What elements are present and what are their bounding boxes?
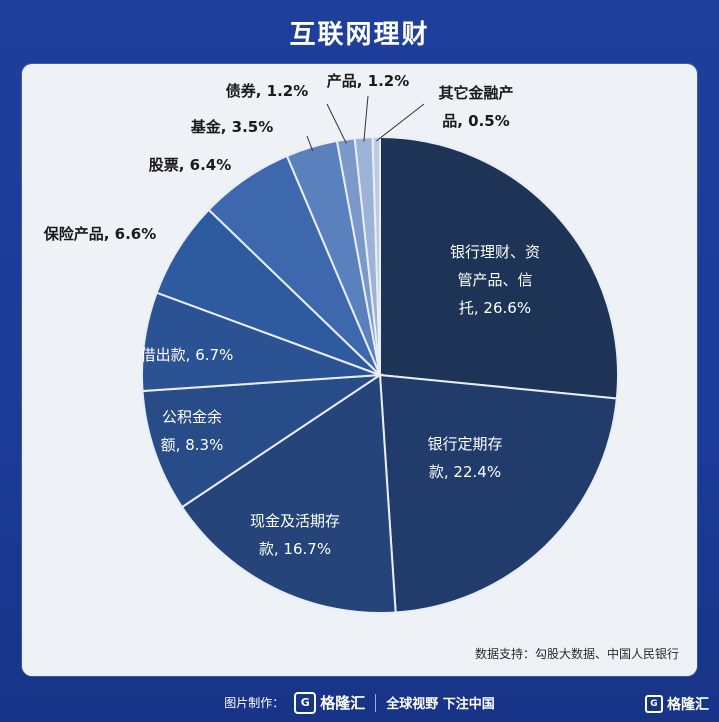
data-source: 数据支持：勾股大数据、中国人民银行: [474, 647, 679, 661]
slogan: 全球视野 下注中国: [386, 697, 495, 712]
brand-logo: G 格隆汇: [294, 691, 366, 714]
slice-label-6: 保险产品, 6.6%: [43, 225, 157, 243]
pie-slice-1: [379, 135, 619, 400]
pie-slice-2: [378, 373, 618, 614]
pie-slice-4: [141, 373, 384, 509]
chart-card: 银行理财、资管产品、信托, 26.6% 银行定期存款, 22.4% 现金及活期存款,…: [22, 64, 697, 676]
slice-label-4: 公积金余额, 8.3%: [161, 408, 224, 454]
slice-label-9: 债券, 1.2%: [226, 82, 309, 100]
pie-slice-3: [180, 373, 397, 614]
corner-logo-text: 格隆汇: [667, 697, 709, 713]
pie-chart: 银行理财、资管产品、信托, 26.6% 银行定期存款, 22.4% 现金及活期存款,…: [43, 72, 619, 614]
footer: 图片制作： G 格隆汇 全球视野 下注中国: [0, 683, 719, 722]
leader-line-8: [306, 135, 314, 152]
slice-label-11: 其它金融产品, 0.5%: [438, 84, 513, 130]
chart-title: 互联网理财: [289, 20, 430, 50]
corner-logo-icon: G: [645, 695, 663, 713]
pie-slice-11: [371, 135, 381, 376]
brand-name: 格隆汇: [320, 694, 366, 712]
footer-divider: [375, 693, 377, 712]
slice-label-8: 基金, 3.5%: [190, 118, 274, 136]
leader-line-10: [363, 95, 369, 142]
leader-line-11: [376, 103, 425, 142]
made-by-label: 图片制作：: [224, 696, 285, 710]
slice-label-5: 借出款, 6.7%: [141, 346, 234, 364]
slice-label-7: 股票, 6.4%: [149, 156, 232, 174]
leader-line-9: [326, 103, 347, 144]
slice-label-10: 产品, 1.2%: [327, 72, 410, 90]
slice-label-1: 银行理财、资管产品、信托, 26.6%: [450, 243, 540, 317]
corner-logo: G 格隆汇: [645, 694, 709, 714]
slice-label-3: 现金及活期存款, 16.7%: [250, 512, 340, 558]
logo-icon: G: [294, 691, 317, 714]
slice-label-2: 银行定期存款, 22.4%: [427, 435, 502, 481]
